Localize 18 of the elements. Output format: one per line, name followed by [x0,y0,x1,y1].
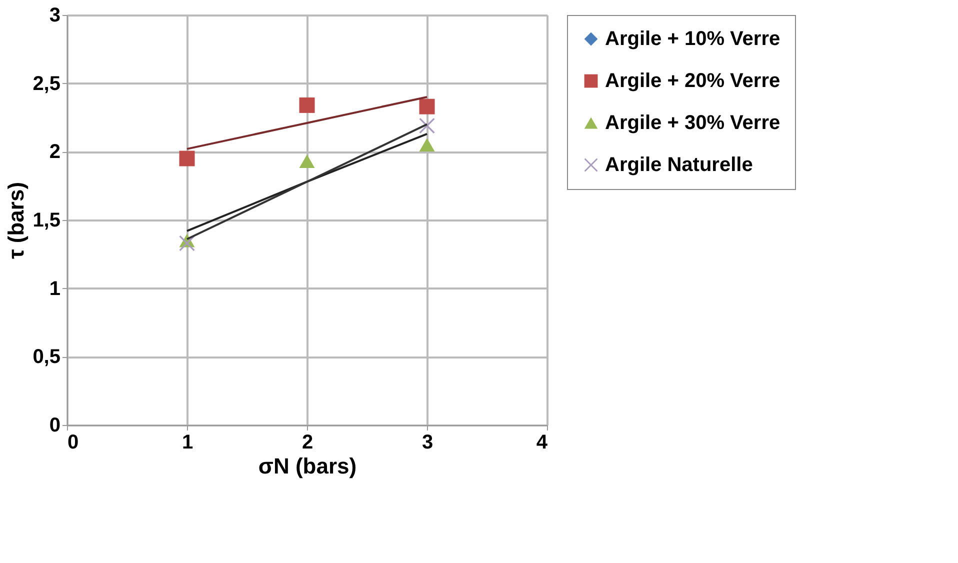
legend-label: Argile + 20% Verre [605,70,780,92]
y-tick-label: 0,5 [32,346,60,368]
x-tick-label: 4 [536,432,548,454]
x-tick-label: 3 [422,432,434,454]
x-axis-title: σN (bars) [258,454,357,478]
legend-label: Argile + 10% Verre [605,28,780,50]
x-tick-label: 2 [302,432,314,454]
x-tick-label: 1 [182,432,194,454]
x-tick-label: 0 [68,432,79,454]
legend-label: Argile Naturelle [605,154,753,176]
y-tick-label: 0 [49,414,60,436]
y-tick-label: 2,5 [32,72,60,95]
y-axis-title: τ (bars) [4,182,29,260]
y-tick-label: 3 [49,4,60,26]
y-tick-label: 1,5 [32,210,60,232]
y-tick-label: 1 [49,278,60,300]
legend-label: Argile + 30% Verre [605,112,780,134]
y-tick-label: 2 [49,141,60,164]
